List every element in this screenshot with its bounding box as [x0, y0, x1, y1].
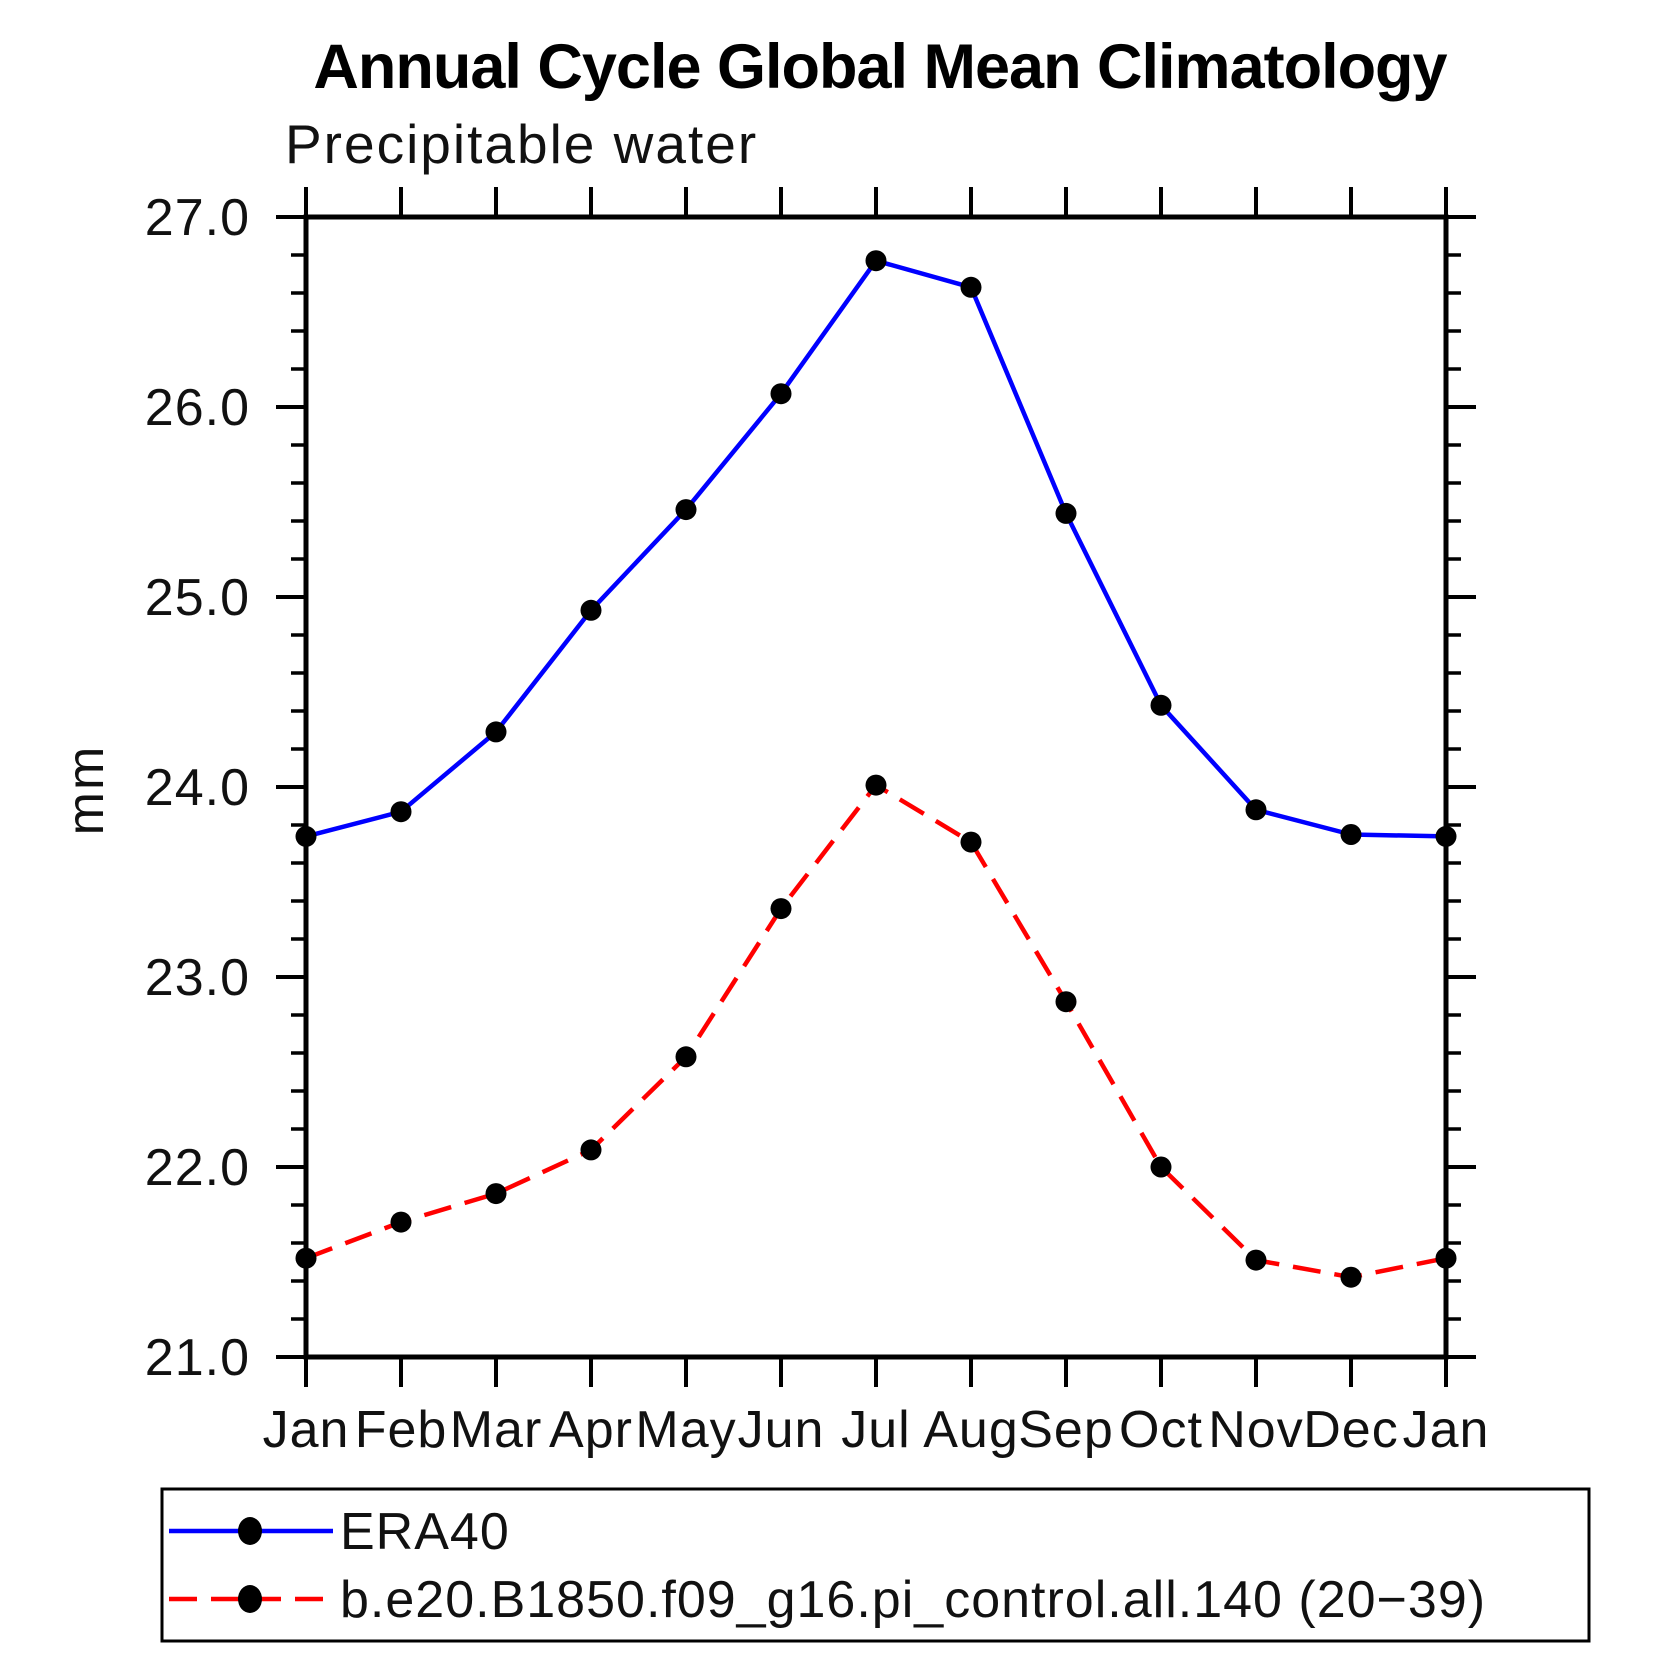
legend-entry-model: b.e20.B1850.f09_g16.pi_control.all.140 (… [169, 1571, 1486, 1629]
data-point-marker [770, 383, 792, 405]
series-line-model [305, 782, 1447, 1280]
legend-marker-icon [238, 1585, 262, 1613]
data-point-marker [1340, 824, 1362, 845]
data-point-marker [1055, 502, 1077, 524]
legend-entry-era40: ERA40 [169, 1503, 510, 1561]
data-point-marker [485, 721, 507, 743]
data-point-marker [1340, 1266, 1362, 1288]
data-point-marker [865, 250, 887, 272]
x-tick-label: Aug [923, 1401, 1019, 1459]
y-tick-label: 26.0 [145, 379, 250, 437]
data-point-marker [675, 499, 697, 521]
y-axis-label: mm [57, 745, 115, 836]
x-tick-label: Nov [1208, 1401, 1303, 1459]
data-point-marker [770, 898, 792, 920]
data-point-marker [390, 1211, 412, 1233]
chart-title: Annual Cycle Global Mean Climatology [313, 32, 1447, 102]
data-point-marker [1055, 991, 1077, 1013]
y-tick-label: 23.0 [145, 949, 250, 1007]
legend-label-era40: ERA40 [340, 1503, 510, 1561]
x-tick-label: Dec [1303, 1401, 1398, 1459]
data-point-marker [295, 1247, 317, 1269]
series-line-era40 [305, 258, 1447, 839]
data-point-marker [485, 1183, 507, 1205]
x-tick-label: Apr [549, 1401, 633, 1459]
data-point-marker [295, 825, 317, 847]
x-tick-label: Mar [450, 1401, 543, 1459]
y-tick-label: 22.0 [145, 1139, 250, 1197]
chart-subtitle: Precipitable water [285, 113, 758, 175]
data-point-marker [580, 599, 602, 621]
x-tick-label: Oct [1119, 1401, 1203, 1459]
data-point-marker [390, 801, 412, 823]
data-point-marker [580, 1139, 602, 1161]
y-tick-label: 21.0 [145, 1329, 250, 1387]
legend-box [160, 1487, 1591, 1643]
y-tick-label: 27.0 [145, 189, 250, 247]
data-point-marker [1150, 1156, 1172, 1178]
y-tick-label: 24.0 [145, 759, 250, 817]
data-point-marker [1435, 1247, 1457, 1269]
data-point-marker [675, 1046, 697, 1068]
data-point-marker [865, 774, 887, 796]
data-point-marker [1245, 1249, 1267, 1271]
y-tick-label: 25.0 [145, 569, 250, 627]
x-tick-label: Feb [355, 1401, 448, 1459]
legend: ERA40 b.e20.B1850.f09_g16.pi_control.all… [160, 1487, 1591, 1643]
data-point-marker [1245, 799, 1267, 821]
x-tick-label: Jul [841, 1401, 910, 1459]
x-tick-label: May [635, 1401, 736, 1459]
legend-label-model: b.e20.B1850.f09_g16.pi_control.all.140 (… [340, 1571, 1486, 1629]
axes-layer: Jan Feb Mar Apr May Jun Jul Aug Sep Oct Nov Dec Jan2… [145, 187, 1490, 1459]
data-point-marker [960, 831, 982, 853]
legend-marker-icon [238, 1517, 262, 1545]
x-tick-label: Jan [1403, 1401, 1490, 1459]
x-tick-label: Jan [263, 1401, 350, 1459]
data-point-marker [1150, 694, 1172, 716]
series-layer [295, 250, 1457, 1288]
data-point-marker [1435, 825, 1457, 847]
x-tick-label: Jun [738, 1401, 825, 1459]
x-tick-label: Sep [1018, 1401, 1114, 1459]
data-point-marker [960, 276, 982, 298]
